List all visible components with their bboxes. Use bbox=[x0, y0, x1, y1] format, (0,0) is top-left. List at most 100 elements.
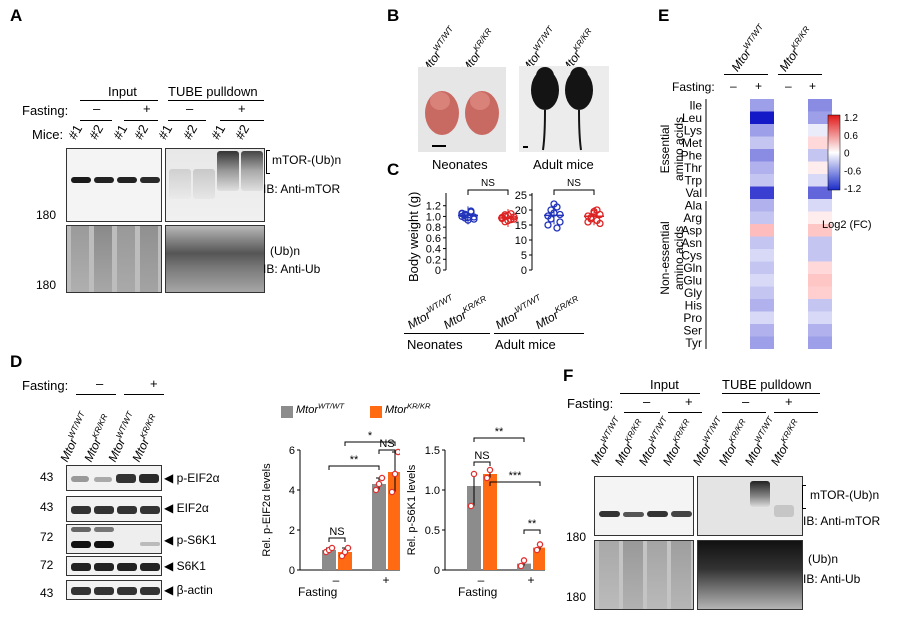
a-fast-line bbox=[80, 120, 112, 121]
c-point bbox=[556, 218, 564, 226]
e-cell bbox=[808, 274, 832, 287]
f-fast-line bbox=[722, 412, 766, 413]
a-header-input: Input bbox=[108, 84, 137, 99]
a-mouse-2: #1 bbox=[110, 121, 131, 142]
f-blot2-label1: (Ub)n bbox=[808, 552, 839, 566]
b-scale-bar bbox=[432, 145, 446, 147]
d-marker-4: 43 bbox=[40, 586, 54, 600]
d-marker-3: 72 bbox=[40, 558, 54, 572]
a-blot-mtor-input bbox=[66, 148, 162, 222]
a-fasting-0: – bbox=[93, 101, 101, 116]
d-sig-label: * bbox=[368, 430, 373, 442]
d-legend-kr: MtorKR/KR bbox=[385, 401, 431, 416]
e-cell bbox=[750, 224, 774, 237]
d-sig-label: NS bbox=[474, 450, 489, 462]
e-cell bbox=[726, 174, 750, 187]
e-cell bbox=[784, 224, 808, 237]
e-cell bbox=[726, 249, 750, 262]
c-point bbox=[596, 210, 604, 219]
c-ytick-label: 20 bbox=[515, 205, 527, 217]
a-input-line bbox=[80, 100, 158, 101]
d-ytick-label: 0.5 bbox=[425, 525, 440, 537]
e-cell bbox=[784, 174, 808, 187]
d-blot-label-2: ◀ p-S6K1 bbox=[164, 533, 217, 547]
panel-d-label: D bbox=[10, 352, 23, 371]
e-row-label: Ala bbox=[685, 199, 703, 213]
e-colorbar-tick: 0.6 bbox=[844, 131, 858, 142]
e-cell bbox=[750, 199, 774, 212]
e-col1-line bbox=[724, 74, 768, 75]
a-mice-label: Mice: bbox=[32, 127, 64, 142]
d-sig-bracket bbox=[523, 529, 541, 534]
a-blot-mtor-tube bbox=[165, 148, 265, 222]
a-marker2: 180 bbox=[36, 278, 57, 292]
e-cell bbox=[784, 299, 808, 312]
e-cell bbox=[784, 199, 808, 212]
e-cell bbox=[726, 149, 750, 162]
d-xlabel-s6k: Fasting bbox=[458, 585, 498, 599]
d-blot-label-4: ◀ β-actin bbox=[164, 583, 213, 597]
e-cell bbox=[750, 261, 774, 274]
e-cell bbox=[808, 249, 832, 262]
d-sig-label: ** bbox=[495, 426, 504, 438]
e-cell bbox=[808, 261, 832, 274]
d-point bbox=[391, 470, 399, 478]
a-mouse-1: #2 bbox=[86, 121, 107, 142]
e-row-label: Ile bbox=[689, 99, 702, 113]
e-cell bbox=[726, 124, 750, 137]
d-point bbox=[388, 488, 396, 496]
e-colorbar-tick: 1.2 bbox=[844, 113, 858, 124]
e-cell bbox=[726, 299, 750, 312]
e-cell bbox=[750, 336, 774, 349]
a-blot2-label2: IB: Anti-Ub bbox=[263, 262, 321, 276]
a-fast-line bbox=[124, 120, 158, 121]
e-cell bbox=[750, 136, 774, 149]
d-marker-2: 72 bbox=[40, 530, 54, 544]
e-cell bbox=[808, 199, 832, 212]
c-ytick-label: 1.0 bbox=[426, 211, 441, 223]
e-row-label: Tyr bbox=[685, 336, 702, 350]
c-point bbox=[556, 210, 564, 219]
c-ytick-label: 0 bbox=[435, 265, 441, 277]
e-group-nonessential: Non-essential amino acids bbox=[658, 221, 686, 295]
e-cell bbox=[784, 274, 808, 287]
d-blot-p-s6k1 bbox=[66, 524, 162, 554]
f-blot2-label2: IB: Anti-Ub bbox=[803, 572, 861, 586]
e-cell bbox=[726, 111, 750, 124]
e-cell bbox=[808, 224, 832, 237]
d-ytick-label: 1.0 bbox=[425, 485, 440, 497]
e-row-label: Glu bbox=[683, 274, 702, 288]
d-bar bbox=[388, 472, 400, 570]
a-mouse-0: #1 bbox=[65, 121, 86, 142]
e-row-label: Val bbox=[686, 186, 702, 200]
d-point bbox=[486, 466, 494, 474]
e-cell bbox=[808, 174, 832, 187]
e-cell bbox=[726, 336, 750, 349]
a-tube-line bbox=[168, 100, 264, 101]
e-row-label: Arg bbox=[683, 211, 702, 225]
e-fasting-3: + bbox=[809, 79, 817, 93]
e-cell bbox=[726, 161, 750, 174]
d-sig-label: *** bbox=[509, 470, 523, 482]
e-cell bbox=[808, 286, 832, 299]
c-ytick-label: 5 bbox=[521, 250, 527, 262]
f-fast-line bbox=[774, 412, 818, 413]
d-fasting-0: – bbox=[96, 376, 104, 391]
d-xtick-label: + bbox=[527, 573, 534, 587]
a-fast-line bbox=[220, 120, 264, 121]
e-cell bbox=[750, 286, 774, 299]
d-marker-0: 43 bbox=[40, 470, 54, 484]
d-ytick-label: 2 bbox=[289, 525, 295, 537]
d-point bbox=[378, 474, 386, 482]
a-blot1-label2: IB: Anti-mTOR bbox=[263, 182, 341, 196]
a-blot1-label1: mTOR-(Ub)n bbox=[272, 153, 342, 167]
b-caption-adult: Adult mice bbox=[533, 157, 594, 172]
f-blot-ub-tube bbox=[697, 540, 803, 610]
panel-f-label: F bbox=[563, 366, 574, 385]
e-row-label: Trp bbox=[684, 174, 702, 188]
e-row-label: Lys bbox=[684, 124, 702, 138]
e-cell bbox=[808, 124, 832, 137]
d-legend-wt-swatch bbox=[281, 406, 293, 418]
e-cell bbox=[784, 149, 808, 162]
e-colorbar-tick: -1.2 bbox=[844, 184, 862, 195]
